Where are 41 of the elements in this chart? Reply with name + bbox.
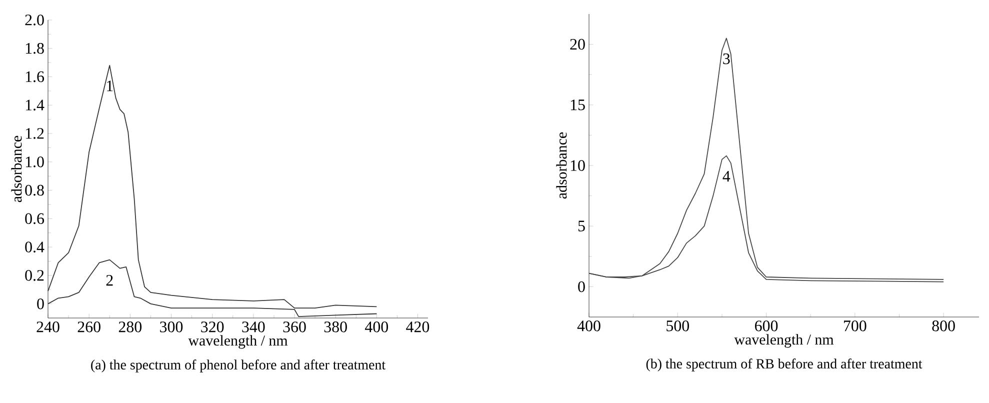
x-axis-title: wavelength / nm <box>188 335 288 349</box>
x-tick-label: 800 <box>932 320 955 332</box>
x-tick-label: 380 <box>324 322 347 332</box>
y-tick-label: 0.6 <box>25 213 44 224</box>
x-tick-label: 400 <box>577 320 600 332</box>
series-label: 3 <box>723 53 730 64</box>
y-tick-label: 20 <box>570 38 585 50</box>
y-tick-label: 0 <box>37 298 44 310</box>
text: (a) the spectrum of phenol before and after treatment <box>91 360 386 372</box>
y-tick-label: 1.4 <box>26 100 44 111</box>
x-axis-title: wavelength / nm <box>734 334 834 348</box>
series-label: 2 <box>106 275 113 286</box>
y-tick-label: 1.8 <box>26 42 44 54</box>
x-tick-label: 280 <box>118 322 142 332</box>
y-axis-title: adsorbance <box>556 132 567 199</box>
x-tick-label: 320 <box>201 322 224 332</box>
y-tick-label: 0.2 <box>25 270 44 281</box>
y-tick-label: 10 <box>570 160 585 171</box>
x-tick-label: 260 <box>78 322 100 332</box>
series-label: 1 <box>107 80 113 92</box>
text: (b) the spectrum of RB before and after treatment <box>646 358 922 372</box>
y-tick-label: 0.4 <box>25 242 44 252</box>
x-tick-label: 500 <box>666 320 689 332</box>
x-tick-label: 420 <box>406 322 430 332</box>
x-tick-label: 400 <box>365 322 388 332</box>
y-axis-title: adsorbance <box>11 136 22 202</box>
y-tick-label: 1.2 <box>26 128 44 139</box>
y-tick-label: 1.6 <box>26 71 44 82</box>
y-tick-label: 2.0 <box>25 14 44 26</box>
y-tick-label: 5 <box>578 220 585 232</box>
x-tick-label: 340 <box>242 322 265 332</box>
y-tick-label: 0.8 <box>25 184 44 196</box>
x-tick-label: 300 <box>160 322 183 332</box>
y-tick-label: 0 <box>578 281 585 292</box>
x-tick-label: 240 <box>36 322 60 332</box>
x-tick-label: 360 <box>283 322 306 332</box>
series-label: 4 <box>722 171 730 182</box>
y-tick-label: 15 <box>570 100 585 110</box>
x-tick-label: 700 <box>844 320 866 332</box>
y-tick-label: 1.0 <box>26 156 44 168</box>
x-tick-label: 600 <box>755 320 778 332</box>
